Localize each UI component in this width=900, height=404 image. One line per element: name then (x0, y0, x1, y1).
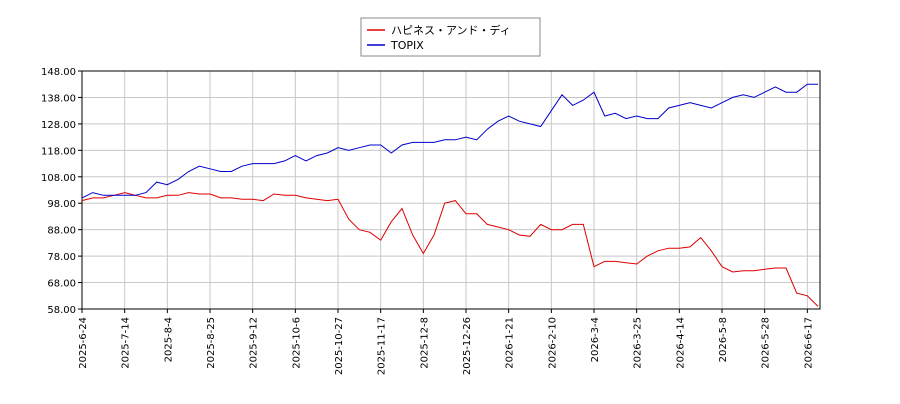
y-tick-label: 98.00 (47, 199, 76, 210)
x-tick-label: 2025-8-25 (206, 317, 217, 369)
y-tick-label: 148.00 (41, 67, 76, 78)
x-tick-label: 2025-6-24 (78, 317, 89, 369)
x-tick-label: 2025-7-14 (121, 317, 132, 369)
x-tick-label: 2025-10-27 (334, 317, 345, 375)
y-tick-label: 58.00 (47, 305, 76, 316)
legend-box (360, 17, 541, 57)
legend-label: ハピネス・アンド・ディ (391, 23, 511, 37)
x-tick-label: 2026-5-28 (761, 317, 772, 369)
plot-frame (81, 70, 821, 310)
x-tick-label: 2025-9-12 (249, 317, 260, 369)
series-line (81, 83, 818, 199)
series-line (81, 192, 819, 307)
y-tick-label: 108.00 (41, 173, 76, 184)
x-tick-label: 2026-2-10 (547, 317, 558, 369)
legend-label: TOPIX (390, 39, 424, 52)
x-tick-label: 2026-3-25 (633, 317, 644, 369)
legend: ハピネス・アンド・ディ TOPIX (360, 17, 541, 57)
x-tick-label: 2026-6-17 (803, 317, 814, 369)
y-tick-label: 78.00 (47, 252, 76, 263)
y-tick-label: 88.00 (47, 226, 76, 237)
y-tick-label: 68.00 (47, 279, 76, 290)
x-tick-label: 2026-5-8 (718, 317, 729, 362)
y-tick-label: 118.00 (41, 146, 76, 157)
x-tick-label: 2025-12-26 (462, 317, 473, 375)
y-tick-label: 128.00 (41, 120, 76, 131)
x-tick-label: 2025-12-8 (419, 317, 430, 369)
x-tick-label: 2026-4-14 (675, 317, 686, 369)
x-tick-label: 2026-3-4 (590, 317, 601, 362)
y-tick-label: 138.00 (41, 93, 76, 104)
x-tick-label: 2025-8-4 (163, 317, 174, 362)
x-tick-label: 2026-1-21 (505, 317, 516, 369)
x-tick-label: 2025-10-6 (291, 317, 302, 369)
x-tick-label: 2025-11-17 (377, 317, 388, 375)
